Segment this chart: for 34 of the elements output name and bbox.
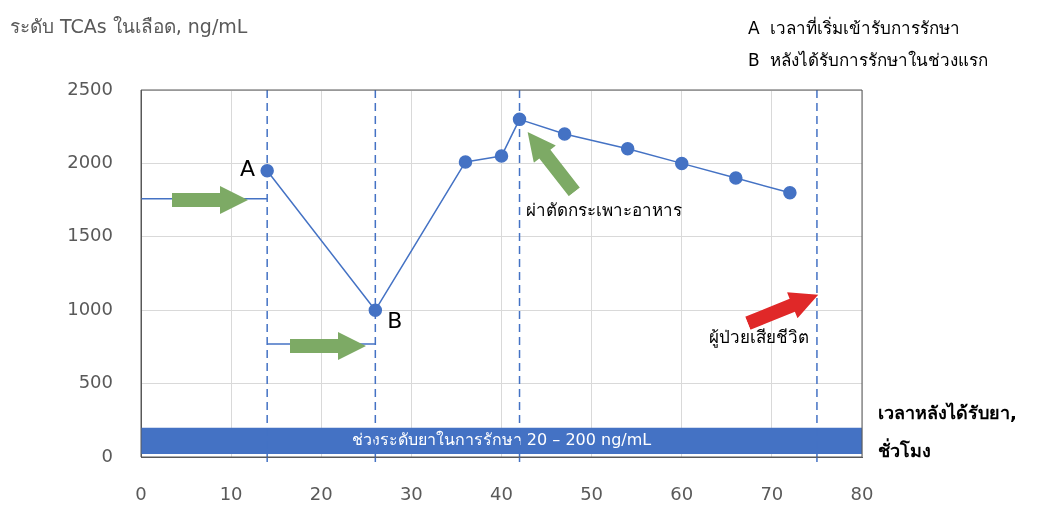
y-tick-label: 2500 — [67, 77, 113, 99]
point — [368, 303, 383, 317]
y-tick-label: 1500 — [67, 224, 113, 246]
point — [458, 155, 473, 169]
y-axis-title: ระดับ TCAs ในเลือด, ng/mL — [10, 14, 248, 37]
x-tick-label: 50 — [580, 483, 604, 505]
x-tick-label: 30 — [399, 483, 423, 505]
point — [783, 186, 797, 200]
y-tick-label: 1000 — [67, 297, 113, 319]
x-tick-label: 40 — [490, 483, 513, 505]
annotation: B — [387, 307, 403, 333]
point — [620, 141, 635, 156]
y-tick-label: 500 — [78, 371, 113, 393]
point — [260, 163, 274, 178]
point — [557, 127, 572, 141]
y-tick-label: 2000 — [67, 151, 113, 173]
point — [675, 156, 689, 171]
y-tick-label: 0 — [101, 444, 113, 466]
x-tick-label: 70 — [760, 483, 784, 505]
x-tick-label: 20 — [309, 483, 333, 505]
x-tick-label: 0 — [135, 483, 147, 505]
text: A เวลาที่เริ่มเข้ารับการรักษา — [748, 16, 961, 39]
annotation: ผ่าตัดกระเพาะอาหาร — [525, 200, 682, 221]
band-label: ช่วงระดับยาในการรักษา 20 – 200 ng/mL — [351, 430, 652, 450]
x-axis-title: เวลาหลังได้รับยา, ชั่วโมง — [878, 401, 1017, 461]
x-tick-label: 10 — [219, 483, 243, 505]
x-tick-label: 80 — [850, 483, 874, 505]
annotation: A — [240, 156, 256, 182]
point — [512, 112, 527, 127]
annotation: ผู้ป่วยเสียชีวิต — [708, 326, 809, 348]
point — [494, 149, 509, 163]
text: B หลังได้รับการรักษาในช่วงแรก — [748, 50, 989, 71]
x-tick-label: 60 — [670, 483, 694, 505]
point — [729, 171, 743, 185]
